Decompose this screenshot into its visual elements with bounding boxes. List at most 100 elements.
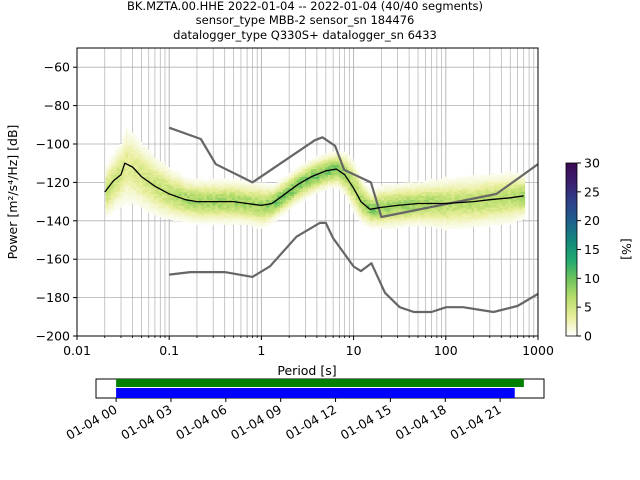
heatmap-cell [226,188,230,191]
heatmap-cell [319,190,323,193]
heatmap-cell [201,192,205,195]
heatmap-cell [189,213,194,216]
heatmap-cell [209,180,213,183]
heatmap-cell [246,205,250,208]
heatmap-cell [339,178,343,181]
heatmap-cell [460,176,464,179]
heatmap-cell [325,182,329,185]
heatmap-cell [263,192,267,195]
heatmap-cell [170,195,174,198]
heatmap-cell [347,167,351,170]
heatmap-cell [477,222,481,225]
heatmap-cell [122,188,126,191]
heatmap-cell [339,155,343,158]
heatmap-cell [150,207,154,210]
heatmap-cell [333,176,337,179]
heatmap-cell [220,207,225,210]
heatmap-cell [341,163,346,166]
heatmap-cell [232,222,236,225]
heatmap-cell [147,184,151,187]
heatmap-cell [403,193,407,197]
heatmap-cell [395,224,399,227]
heatmap-cell [105,182,109,185]
heatmap-cell [170,172,174,175]
heatmap-cell [355,199,360,202]
heatmap-cell [468,220,472,223]
heatmap-cell [395,199,399,202]
heatmap-cell [454,195,458,198]
heatmap-cell [119,192,123,195]
heatmap-cell [144,170,149,173]
heatmap-cell [294,195,298,198]
heatmap-cell [164,172,168,175]
heatmap-cell [189,215,194,218]
heatmap-cell [195,192,199,195]
heatmap-cell [437,213,441,216]
heatmap-cell [446,180,450,183]
heatmap-cell [158,207,163,210]
heatmap-cell [350,180,354,183]
heatmap-cell [218,192,222,195]
heatmap-cell [240,186,244,189]
heatmap-cell [519,201,523,204]
heatmap-cell [468,209,472,212]
heatmap-cell [229,220,233,223]
heatmap-cell [215,216,219,220]
heatmap-cell [488,186,492,189]
heatmap-cell [167,176,171,179]
heatmap-cell [274,192,278,195]
heatmap-cell [246,201,250,204]
heatmap-cell [234,209,239,212]
heatmap-cell [417,218,422,221]
heatmap-cell [263,182,267,185]
heatmap-cell [361,190,365,193]
heatmap-cell [344,151,348,154]
heatmap-cell [440,180,444,183]
heatmap-cell [325,178,329,181]
heatmap-cell [381,207,385,210]
heatmap-cell [477,182,481,185]
heatmap-cell [361,192,365,195]
heatmap-cell [285,190,289,193]
heatmap-cell [212,197,216,200]
heatmap-cell [378,193,382,197]
heatmap-cell [513,197,517,200]
heatmap-cell [485,218,489,221]
heatmap-cell [119,151,123,154]
heatmap-cell [431,203,436,206]
heatmap-cell [415,213,419,216]
heatmap-cell [491,222,495,225]
heatmap-cell [251,213,255,216]
heatmap-cell [344,180,348,183]
heatmap-cell [119,193,123,197]
heatmap-cell [192,209,196,212]
heatmap-cell [271,190,275,193]
heatmap-cell [507,203,512,206]
heatmap-cell [181,205,185,208]
heatmap-cell [282,195,286,198]
heatmap-cell [254,188,258,191]
heatmap-cell [195,178,199,181]
heatmap-cell [522,199,526,202]
heatmap-cell [386,211,391,214]
heatmap-cell [280,199,284,202]
x-tick-label: 0.01 [63,343,91,358]
heatmap-cell [409,211,413,214]
heatmap-cell [136,140,140,143]
heatmap-cell [355,186,360,189]
heatmap-cell [184,192,188,195]
heatmap-cell [510,184,514,187]
heatmap-cell [201,215,205,218]
heatmap-cell [457,186,461,189]
heatmap-cell [310,192,315,195]
heatmap-cell [392,184,396,187]
heatmap-cell [130,132,134,135]
heatmap-cell [353,180,357,183]
heatmap-cell [260,218,264,221]
heatmap-cell [153,184,157,187]
heatmap-cell [291,172,295,175]
heatmap-cell [398,218,402,221]
heatmap-cell [482,218,486,221]
heatmap-cell [260,182,264,185]
heatmap-cell [125,195,129,198]
